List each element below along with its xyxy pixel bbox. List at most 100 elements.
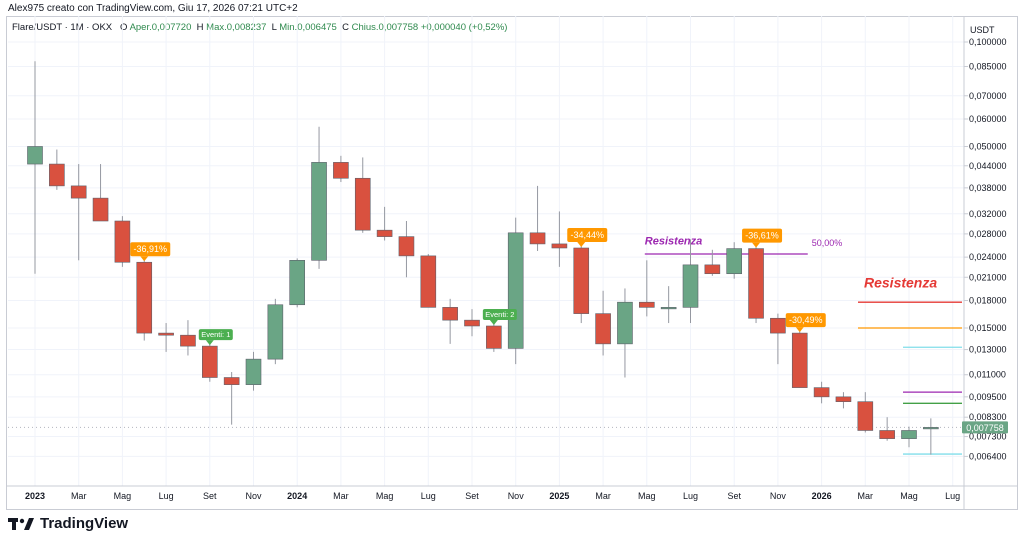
callout-text: -36,61% bbox=[745, 231, 779, 241]
candle-body[interactable] bbox=[573, 247, 590, 314]
change-value: +0,000040 (+0,52%) bbox=[420, 22, 508, 33]
candle-body[interactable] bbox=[114, 220, 131, 263]
candle-body[interactable] bbox=[704, 264, 721, 275]
candle-body[interactable] bbox=[202, 345, 218, 378]
x-tick-label: Nov bbox=[770, 491, 787, 501]
x-tick-label: Nov bbox=[245, 491, 262, 501]
callout-pointer bbox=[205, 340, 214, 346]
y-tick-label: 0,028000 bbox=[969, 229, 1007, 239]
candle-body[interactable] bbox=[289, 260, 306, 306]
candle-body[interactable] bbox=[660, 307, 677, 310]
tradingview-brand[interactable]: TradingView bbox=[8, 515, 128, 532]
candle-body[interactable] bbox=[333, 162, 349, 179]
candle-body[interactable] bbox=[770, 317, 786, 334]
candle-body[interactable] bbox=[617, 301, 633, 345]
x-tick-label: Mar bbox=[333, 491, 349, 501]
y-tick-label: 0,007300 bbox=[969, 432, 1007, 442]
y-tick-label: 0,032000 bbox=[969, 209, 1007, 219]
low-label: L bbox=[271, 22, 277, 33]
candle-body[interactable] bbox=[376, 229, 393, 237]
y-tick-label: 0,015000 bbox=[969, 323, 1007, 333]
x-tick-label: Mar bbox=[858, 491, 874, 501]
candlestick-chart[interactable]: USDT 0,100000 0,085000 0,070000 0,060000 0,05… bbox=[0, 0, 1024, 510]
x-tick-label: Mag bbox=[114, 491, 132, 501]
y-tick-label: 0,085000 bbox=[969, 61, 1007, 71]
candle-body[interactable] bbox=[27, 146, 43, 165]
callout-box[interactable] bbox=[785, 313, 826, 328]
candle-body[interactable] bbox=[595, 313, 611, 345]
candle-body[interactable] bbox=[879, 430, 895, 439]
x-tick-label: 2024 bbox=[287, 491, 307, 501]
resistance-label-2: Resistenza bbox=[864, 275, 937, 291]
candle-body[interactable] bbox=[901, 430, 917, 439]
callout-box[interactable] bbox=[567, 227, 608, 242]
candle-body[interactable] bbox=[267, 304, 284, 360]
brand-name: TradingView bbox=[40, 515, 129, 532]
x-tick-label: Mar bbox=[595, 491, 611, 501]
close-label: C bbox=[342, 22, 349, 33]
callout-box[interactable] bbox=[130, 242, 171, 257]
candle-body[interactable] bbox=[726, 248, 743, 275]
candle-body[interactable] bbox=[223, 377, 240, 385]
candle-body[interactable] bbox=[136, 261, 153, 334]
low-value: Min.0,006475 bbox=[279, 22, 337, 33]
candle-body[interactable] bbox=[92, 197, 109, 222]
candle-body[interactable] bbox=[311, 162, 327, 261]
y-tick-label: 0,013000 bbox=[969, 345, 1007, 355]
candle-body[interactable] bbox=[638, 301, 655, 308]
x-tick-label: Mag bbox=[638, 491, 656, 501]
x-tick-label: Set bbox=[465, 491, 479, 501]
candle-body[interactable] bbox=[507, 232, 524, 349]
y-tick-label: 0,021000 bbox=[969, 272, 1007, 282]
callout-text: -30,49% bbox=[789, 315, 823, 325]
open-label: O bbox=[120, 22, 128, 33]
x-tick-label: Lug bbox=[683, 491, 698, 501]
y-tick-label: 0,011000 bbox=[969, 370, 1006, 380]
candle-body[interactable] bbox=[354, 177, 371, 231]
callout-box[interactable] bbox=[482, 308, 517, 320]
candle-body[interactable] bbox=[486, 325, 502, 349]
candle-body[interactable] bbox=[180, 334, 196, 347]
x-tick-label: 2023 bbox=[25, 491, 45, 501]
candle-body[interactable] bbox=[835, 396, 852, 402]
candle-body[interactable] bbox=[464, 319, 480, 327]
candle-body[interactable] bbox=[420, 255, 437, 308]
callout-box[interactable] bbox=[742, 228, 783, 243]
candle-body[interactable] bbox=[748, 248, 764, 319]
candle-body[interactable] bbox=[923, 427, 939, 430]
x-tick-label: Lug bbox=[945, 491, 960, 501]
y-tick-label: 0,006400 bbox=[969, 451, 1007, 461]
x-tick-label: 2026 bbox=[812, 491, 832, 501]
callout-box[interactable] bbox=[198, 329, 233, 341]
y-axis-title: USDT bbox=[970, 25, 995, 35]
candle-body[interactable] bbox=[857, 401, 874, 431]
candle-body[interactable] bbox=[529, 232, 546, 245]
callout-pointer bbox=[752, 242, 761, 248]
x-tick-label: Set bbox=[727, 491, 741, 501]
candle-body[interactable] bbox=[245, 358, 262, 385]
candle-body[interactable] bbox=[398, 236, 415, 257]
y-tick-label: 0,009500 bbox=[969, 392, 1007, 402]
candle-body[interactable] bbox=[813, 387, 830, 398]
fib-level-label: 50,00% bbox=[812, 238, 843, 248]
open-value: Aper.0,007720 bbox=[129, 22, 192, 33]
candle-body[interactable] bbox=[70, 185, 87, 199]
last-price-label: 0,007758 bbox=[966, 423, 1004, 433]
x-tick-label: Lug bbox=[159, 491, 174, 501]
callout-text: -36,91% bbox=[133, 244, 167, 254]
symbol-name[interactable]: Flare/USDT · 1M · OKX bbox=[12, 22, 113, 33]
candle-body[interactable] bbox=[682, 264, 699, 308]
x-tick-label: Lug bbox=[421, 491, 436, 501]
callout-pointer bbox=[489, 319, 498, 325]
y-tick-label: 0,008300 bbox=[969, 412, 1007, 422]
x-tick-label: Set bbox=[203, 491, 217, 501]
callout-pointer bbox=[140, 256, 149, 262]
high-label: H bbox=[196, 22, 204, 33]
candle-body[interactable] bbox=[158, 332, 174, 336]
callout-pointer bbox=[577, 241, 586, 247]
candle-body[interactable] bbox=[551, 243, 568, 249]
callout-pointer bbox=[795, 327, 804, 333]
candle-body[interactable] bbox=[791, 332, 808, 388]
candle-body[interactable] bbox=[49, 163, 65, 187]
candle-body[interactable] bbox=[442, 307, 458, 321]
